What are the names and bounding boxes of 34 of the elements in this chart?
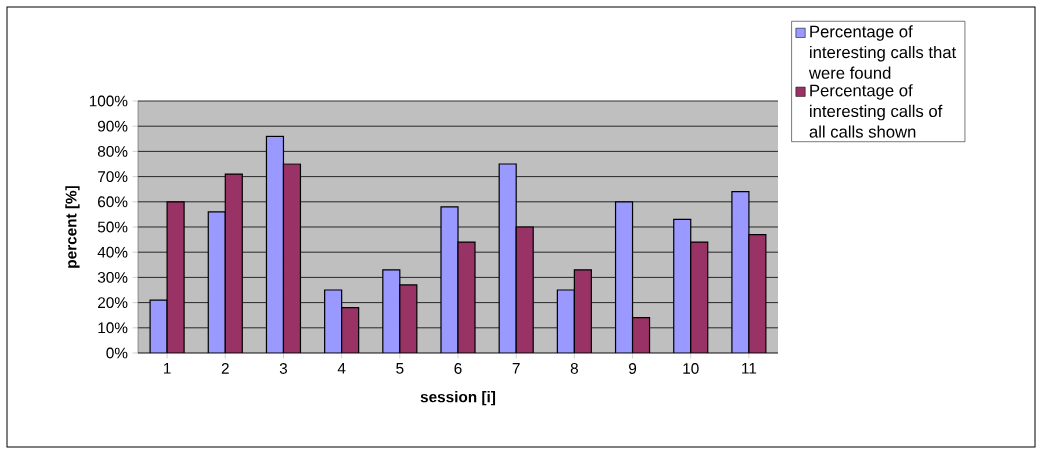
x-tick-label: 8 [570, 363, 578, 374]
legend-label: Percentage of interesting calls that were found [808, 25, 957, 79]
bar [324, 289, 343, 353]
x-tick-label: 4 [337, 363, 346, 374]
y-tick-label: 100% [89, 95, 128, 107]
x-tick-label: 1 [164, 363, 171, 374]
y-tick-label: 10% [98, 322, 128, 334]
y-tick-label: 40% [97, 246, 128, 258]
bar [265, 135, 285, 353]
y-tick-label: 20% [98, 297, 128, 309]
y-tick-label: 50% [97, 221, 128, 233]
x-tick-label: 2 [221, 363, 229, 374]
legend-label: Percentage of interesting calls of all calls shown [809, 84, 943, 138]
bar [498, 163, 517, 353]
x-tick-label: 6 [454, 363, 462, 374]
bar [673, 218, 692, 353]
y-tick-label: 0% [106, 347, 128, 359]
x-tick-label: 11 [742, 363, 757, 374]
y-tick-label: 80% [97, 145, 128, 157]
x-tick-label: 3 [279, 363, 288, 374]
bar [614, 201, 634, 353]
bar [207, 211, 226, 353]
x-tick-label: 10 [683, 363, 699, 374]
x-tick-label: 5 [396, 363, 404, 374]
y-axis-title: percent [%] [65, 186, 80, 268]
bar [382, 269, 401, 353]
bar [556, 289, 575, 353]
x-tick-label: 9 [629, 363, 637, 374]
y-tick-label: 60% [98, 196, 128, 208]
x-tick-label: 7 [512, 363, 520, 374]
y-tick-label: 70% [98, 171, 128, 183]
y-tick-label: 30% [97, 271, 128, 283]
y-tick-label: 90% [97, 120, 128, 132]
x-axis-title: session [i] [420, 391, 496, 406]
